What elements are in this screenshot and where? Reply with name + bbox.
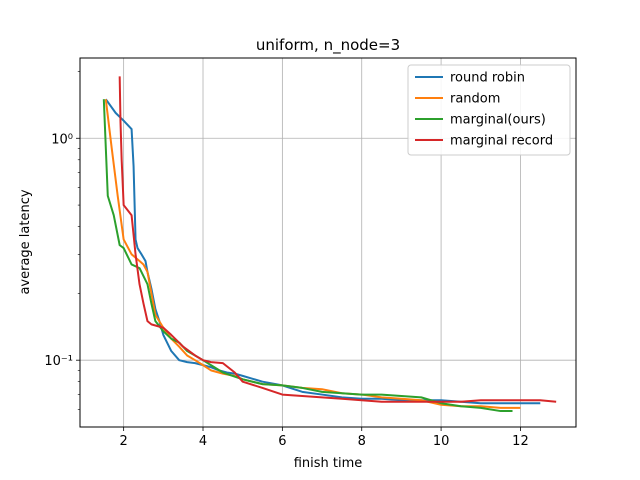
legend-label-round-robin: round robin: [450, 71, 525, 86]
legend: round robin random marginal(ours) marginal …: [407, 64, 571, 156]
series-line-random: [104, 99, 521, 409]
x-tick-label: 12: [512, 434, 529, 449]
chart-title: uniform, n_node=3: [256, 36, 400, 55]
series-lines: [102, 76, 557, 413]
series-line-marginal-ours: [102, 99, 513, 413]
x-tick-label: 10: [433, 434, 450, 449]
series-line-marginal-record: [118, 76, 557, 403]
x-axis-label: finish time: [294, 456, 363, 471]
y-axis-label: average latency: [18, 189, 33, 294]
legend-label-marginal-ours: marginal(ours): [450, 113, 546, 128]
axis-ticks: 2 4 6 8 10 12 10⁻¹ 10⁰: [44, 71, 529, 449]
legend-label-marginal-record: marginal record: [450, 134, 553, 149]
y-tick-label: 10⁻¹: [44, 354, 73, 369]
x-tick-label: 6: [278, 434, 286, 449]
legend-label-random: random: [450, 92, 500, 107]
x-tick-label: 8: [358, 434, 366, 449]
x-tick-label: 4: [199, 434, 207, 449]
legend-box: [407, 64, 571, 156]
y-tick-label: 10⁰: [51, 132, 73, 147]
x-tick-label: 2: [120, 434, 128, 449]
plot-frame: [79, 57, 577, 428]
